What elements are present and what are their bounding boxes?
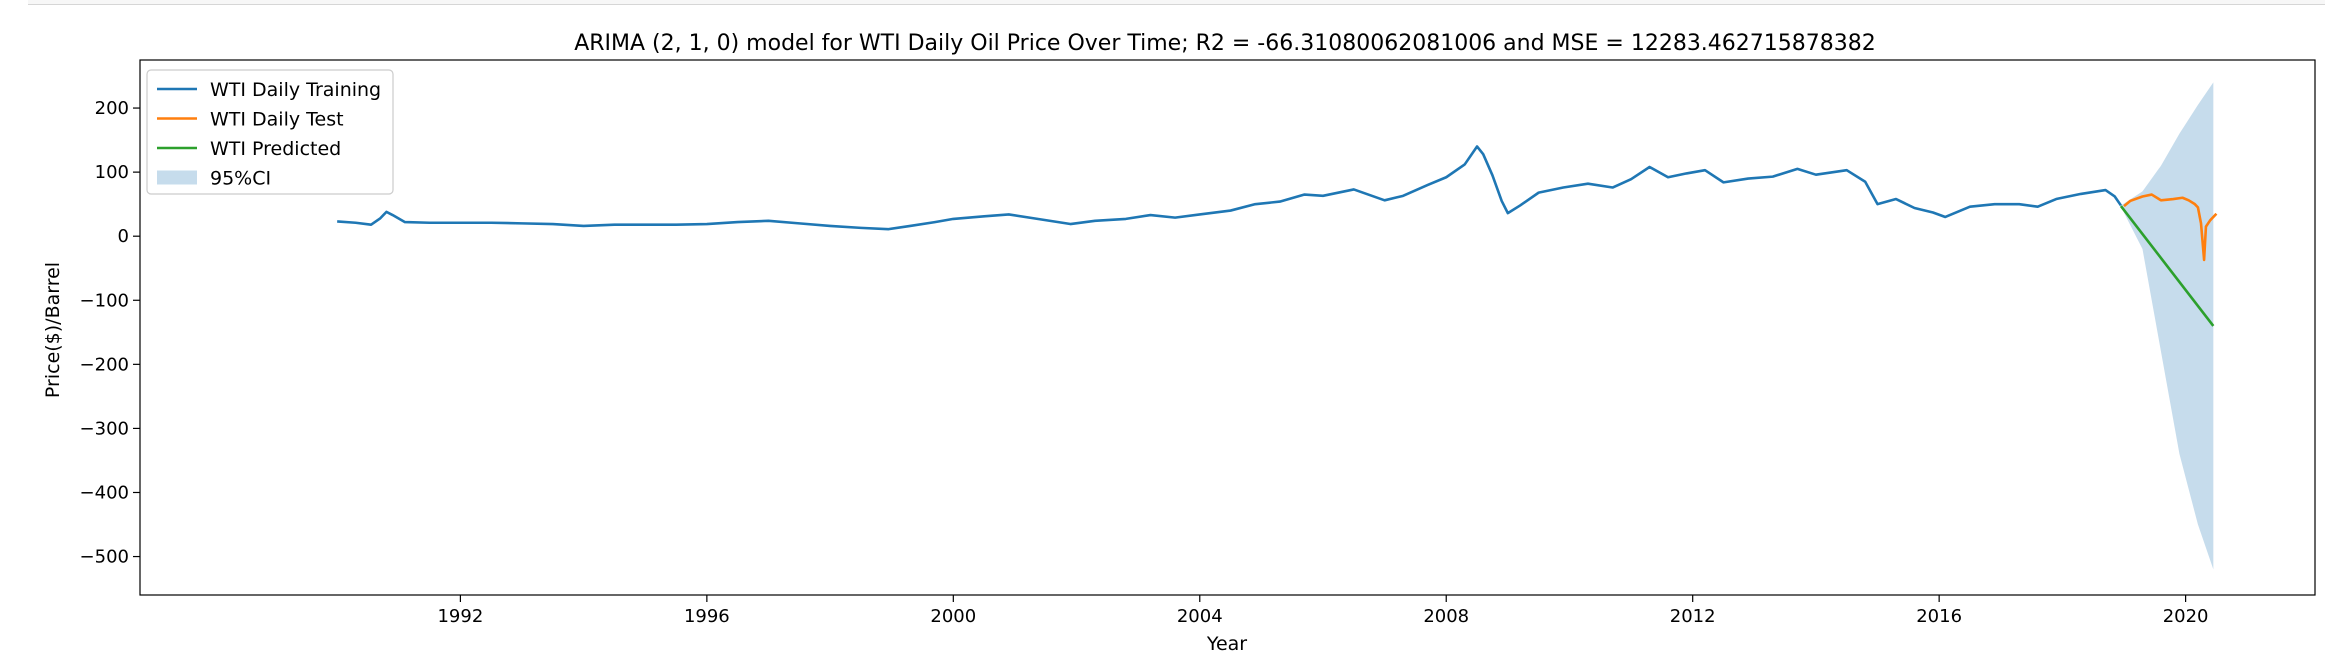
- series-line-wti-predicted: [2119, 205, 2215, 327]
- cell-top-border: [28, 0, 2325, 5]
- y-tick-label: 100: [95, 162, 129, 183]
- series-line-wti-daily-test: [2123, 193, 2218, 262]
- legend-label-wti-daily-training: WTI Daily Training: [210, 79, 381, 101]
- plot-area: [337, 82, 2218, 570]
- chart-title: ARIMA (2, 1, 0) model for WTI Daily Oil …: [574, 31, 1876, 56]
- x-axis: 1992 1996 2000 2004 2008 2012 2016 2020: [437, 595, 2209, 627]
- legend: WTI Daily Training WTI Daily Test WTI Pred…: [146, 69, 394, 195]
- x-tick-label: 1996: [684, 606, 730, 627]
- y-tick-label: −100: [80, 290, 129, 311]
- y-tick-label: 200: [95, 98, 129, 119]
- x-tick-label: 2012: [1670, 606, 1716, 627]
- x-tick-label: 2000: [930, 606, 976, 627]
- y-axis: 200 100 0 −100 −200 −300 −400 −500: [80, 98, 140, 568]
- confidence-band: [2120, 82, 2214, 570]
- y-tick-label: −300: [80, 418, 129, 439]
- x-tick-label: 2008: [1423, 606, 1469, 627]
- x-tick-label: 2004: [1177, 606, 1223, 627]
- y-tick-label: −400: [80, 482, 129, 503]
- series-line-wti-daily-training: [337, 145, 2122, 231]
- y-tick-label: 0: [118, 226, 129, 247]
- y-tick-label: −200: [80, 354, 129, 375]
- x-tick-label: 1992: [437, 606, 483, 627]
- legend-swatch-95-ci: [157, 170, 197, 185]
- legend-label-wti-predicted: WTI Predicted: [210, 138, 341, 160]
- legend-box: [146, 69, 394, 195]
- x-tick-label: 2020: [2163, 606, 2209, 627]
- legend-label-wti-daily-test: WTI Daily Test: [210, 109, 344, 131]
- x-axis-label: Year: [1206, 633, 1247, 655]
- x-tick-label: 2016: [1916, 606, 1962, 627]
- y-tick-label: −500: [80, 547, 129, 568]
- legend-label-95-ci: 95%CI: [210, 168, 271, 190]
- y-axis-label: Price($)/Barrel: [42, 262, 64, 398]
- plot-frame: [139, 59, 2316, 596]
